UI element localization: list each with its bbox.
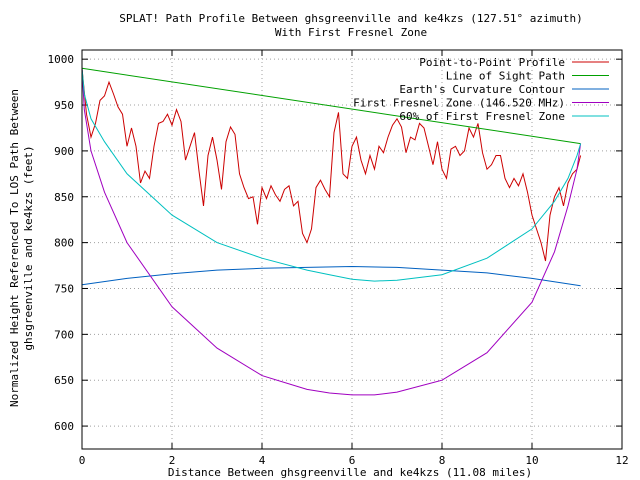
tick-labels: 0 2 4 6 8 10 12 600 650 700 750 800 850 900 950 1000 bbox=[48, 53, 629, 467]
y-tick-label: 850 bbox=[54, 191, 74, 204]
plot-frame bbox=[81, 49, 623, 450]
x-tick-label: 2 bbox=[169, 454, 176, 467]
chart-title: SPLAT! Path Profile Between ghsgreenvill… bbox=[119, 12, 583, 25]
legend-label: 60% of First Fresnel Zone bbox=[399, 110, 565, 123]
series-line-1 bbox=[81, 67, 581, 145]
y-tick-label: 950 bbox=[54, 99, 74, 112]
y-tick-label: 700 bbox=[54, 328, 74, 341]
legend-label: Earth's Curvature Contour bbox=[399, 83, 565, 96]
series-line-0 bbox=[81, 68, 582, 262]
legend-label: First Fresnel Zone (146.520 MHz) bbox=[353, 97, 565, 110]
grid bbox=[82, 50, 622, 449]
series-line-3 bbox=[81, 68, 582, 396]
y-tick-label: 750 bbox=[54, 282, 74, 295]
x-tick-label: 8 bbox=[439, 454, 446, 467]
series-line-4 bbox=[81, 68, 582, 282]
y-axis-label: Normalized Height Referenced To LOS Path… bbox=[8, 89, 21, 407]
x-tick-label: 4 bbox=[259, 454, 266, 467]
y-tick-label: 800 bbox=[54, 237, 74, 250]
x-tick-label: 6 bbox=[349, 454, 356, 467]
y-tick-label: 650 bbox=[54, 374, 74, 387]
y-axis-label-line2: ghsgreenville and ke4kzs (feet) bbox=[22, 145, 35, 350]
x-tick-label: 10 bbox=[525, 454, 538, 467]
y-tick-label: 900 bbox=[54, 145, 74, 158]
x-tick-label: 12 bbox=[615, 454, 628, 467]
series-lines bbox=[81, 67, 582, 396]
chart-subtitle: With First Fresnel Zone bbox=[275, 26, 427, 39]
legend-label: Line of Sight Path bbox=[446, 70, 565, 83]
y-tick-label: 1000 bbox=[48, 53, 75, 66]
x-axis-label: Distance Between ghsgreenville and ke4kz… bbox=[168, 466, 532, 479]
y-tick-label: 600 bbox=[54, 420, 74, 433]
legend-label: Point-to-Point Profile bbox=[419, 56, 565, 69]
x-tick-label: 0 bbox=[79, 454, 86, 467]
series-line-2 bbox=[81, 265, 581, 287]
